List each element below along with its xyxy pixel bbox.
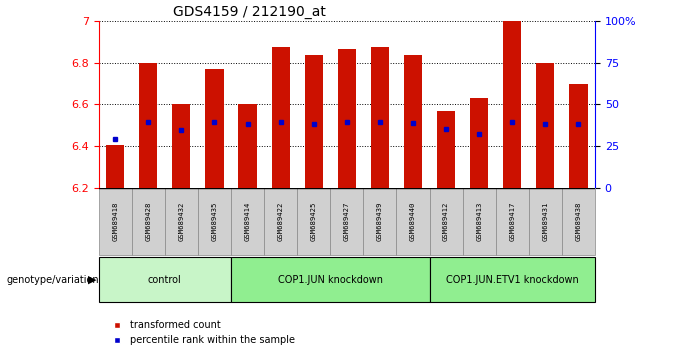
Bar xyxy=(371,47,389,188)
Bar xyxy=(172,104,190,188)
Bar xyxy=(99,188,132,255)
Bar xyxy=(430,257,595,302)
Bar xyxy=(271,47,290,188)
Text: control: control xyxy=(148,275,182,285)
Text: GSM689414: GSM689414 xyxy=(245,201,250,241)
Text: GSM689418: GSM689418 xyxy=(112,201,118,241)
Text: genotype/variation: genotype/variation xyxy=(7,275,99,285)
Bar xyxy=(569,84,588,188)
Legend: transformed count, percentile rank within the sample: transformed count, percentile rank withi… xyxy=(103,316,299,349)
Bar xyxy=(132,188,165,255)
Text: COP1.JUN.ETV1 knockdown: COP1.JUN.ETV1 knockdown xyxy=(446,275,579,285)
Bar xyxy=(496,188,529,255)
Text: GSM689427: GSM689427 xyxy=(344,201,350,241)
Bar xyxy=(404,55,422,188)
Bar xyxy=(165,188,198,255)
Text: COP1.JUN knockdown: COP1.JUN knockdown xyxy=(277,275,383,285)
Text: GSM689412: GSM689412 xyxy=(443,201,449,241)
Bar xyxy=(205,69,224,188)
Bar xyxy=(338,49,356,188)
Bar xyxy=(297,188,330,255)
Bar xyxy=(430,188,462,255)
Bar xyxy=(462,188,496,255)
Text: GSM689439: GSM689439 xyxy=(377,201,383,241)
Bar xyxy=(470,98,488,188)
Bar xyxy=(396,188,430,255)
Bar xyxy=(139,63,157,188)
Text: ▶: ▶ xyxy=(88,275,96,285)
Text: GSM689425: GSM689425 xyxy=(311,201,317,241)
Text: GDS4159 / 212190_at: GDS4159 / 212190_at xyxy=(173,5,326,19)
Text: GSM689432: GSM689432 xyxy=(178,201,184,241)
Bar xyxy=(330,188,363,255)
Bar xyxy=(363,188,396,255)
Bar xyxy=(231,257,430,302)
Text: GSM689422: GSM689422 xyxy=(277,201,284,241)
Text: GSM689438: GSM689438 xyxy=(575,201,581,241)
Bar xyxy=(198,188,231,255)
Text: GSM689417: GSM689417 xyxy=(509,201,515,241)
Bar xyxy=(231,188,264,255)
Text: GSM689440: GSM689440 xyxy=(410,201,416,241)
Bar xyxy=(305,55,323,188)
Bar xyxy=(537,63,554,188)
Bar xyxy=(503,21,522,188)
Bar xyxy=(264,188,297,255)
Bar xyxy=(437,111,455,188)
Text: GSM689431: GSM689431 xyxy=(543,201,548,241)
Bar xyxy=(239,104,256,188)
Text: GSM689428: GSM689428 xyxy=(146,201,151,241)
Bar xyxy=(562,188,595,255)
Bar xyxy=(99,257,231,302)
Bar xyxy=(106,145,124,188)
Bar xyxy=(529,188,562,255)
Text: GSM689413: GSM689413 xyxy=(476,201,482,241)
Text: GSM689435: GSM689435 xyxy=(211,201,218,241)
